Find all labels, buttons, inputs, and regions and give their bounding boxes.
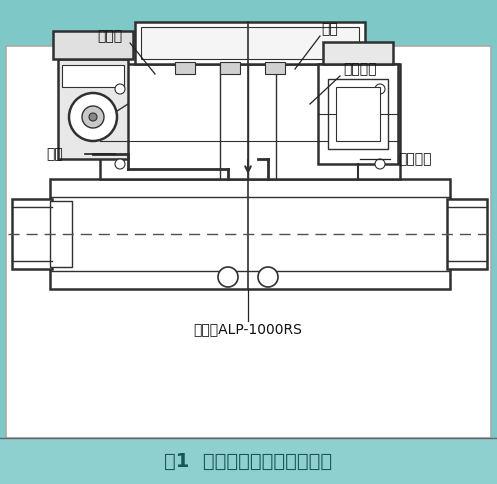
Circle shape (375, 159, 385, 169)
Bar (175, 62, 195, 74)
Circle shape (218, 267, 238, 287)
Text: 气源: 气源 (47, 147, 64, 161)
Circle shape (258, 267, 278, 287)
Bar (265, 62, 285, 74)
Bar (58, 59, 128, 159)
Bar (12, 199, 52, 269)
Bar (220, 62, 240, 74)
Bar (100, 64, 400, 179)
Bar (62, 65, 124, 87)
Bar (328, 79, 388, 149)
Circle shape (375, 84, 385, 94)
Text: 松动部位: 松动部位 (398, 152, 432, 166)
Circle shape (82, 106, 104, 128)
Circle shape (115, 159, 125, 169)
Bar (141, 27, 359, 59)
Bar (6, 46, 491, 438)
Bar (53, 31, 133, 59)
Bar (447, 199, 487, 269)
Text: 图1  改造前定位器安装示意图: 图1 改造前定位器安装示意图 (164, 452, 332, 470)
Circle shape (69, 93, 117, 141)
Bar (323, 42, 393, 64)
Circle shape (89, 113, 97, 121)
Text: 角行程ALP-1000RS: 角行程ALP-1000RS (193, 322, 303, 336)
Bar (135, 22, 365, 64)
Bar (318, 64, 398, 164)
Text: 易断裂处: 易断裂处 (343, 62, 377, 76)
Bar (0, 438, 497, 484)
Text: 支架: 支架 (322, 22, 338, 36)
Text: 定位器: 定位器 (97, 29, 123, 43)
Bar (50, 201, 72, 267)
Bar (336, 87, 380, 141)
Circle shape (115, 84, 125, 94)
Bar (50, 179, 450, 289)
